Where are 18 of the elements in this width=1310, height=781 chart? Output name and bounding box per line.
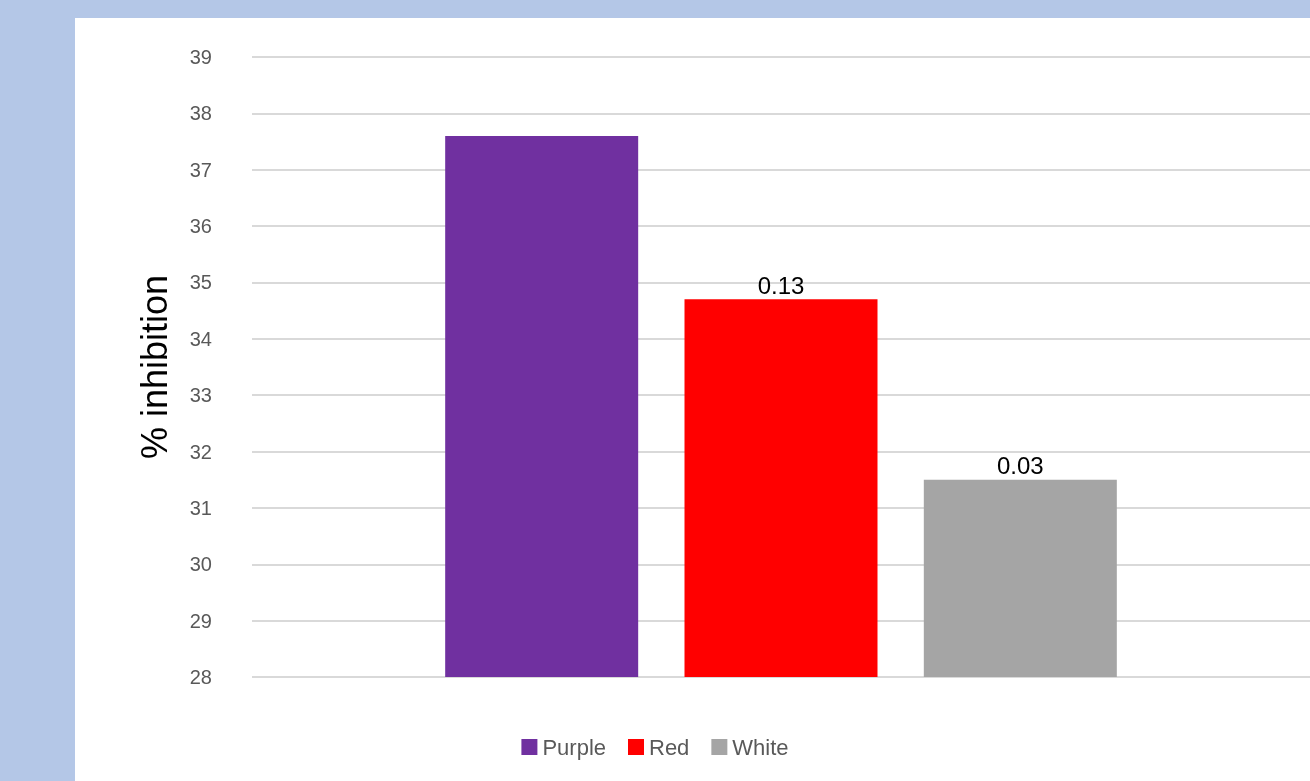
y-tick-label: 39 xyxy=(189,46,212,68)
y-tick-label: 37 xyxy=(189,158,212,181)
y-tick-label: 29 xyxy=(189,609,212,632)
y-tick-label: 30 xyxy=(189,553,212,576)
legend-label: Red xyxy=(649,734,690,760)
y-tick-label: 32 xyxy=(189,440,212,463)
y-tick-label: 36 xyxy=(189,215,212,238)
legend-label: White xyxy=(732,734,789,760)
y-tick-label: 35 xyxy=(189,271,212,294)
legend-label: Purple xyxy=(542,734,606,760)
y-tick-label: 34 xyxy=(189,327,212,350)
y-tick-label: 33 xyxy=(189,384,212,407)
y-tick-label: 31 xyxy=(189,496,212,519)
y-tick-label: 28 xyxy=(189,666,212,688)
y-axis-title: % inhibition xyxy=(133,274,175,460)
y-tick-label: 38 xyxy=(189,102,212,125)
annotation: 0.03 xyxy=(996,452,1044,480)
annotation: 0.13 xyxy=(757,271,805,299)
